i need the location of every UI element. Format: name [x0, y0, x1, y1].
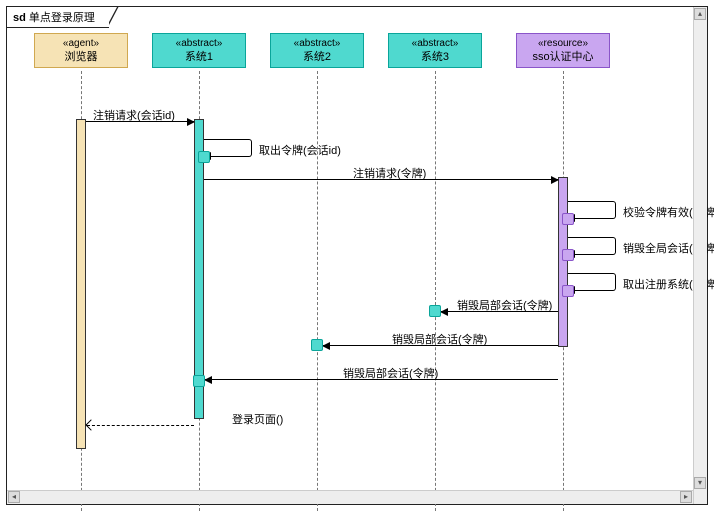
message-label-m1: 注销请求(会话id) — [91, 107, 177, 123]
diagram-stage: «agent»浏览器«abstract»系统1«abstract»系统2«abs… — [7, 29, 707, 504]
self-message-m4 — [568, 201, 616, 219]
sequence-frame: sd 单点登录原理 «agent»浏览器«abstract»系统1«abstra… — [6, 6, 708, 505]
lifeline-head-sys1: «abstract»系统1 — [152, 33, 246, 68]
stereotype: «abstract» — [391, 37, 479, 50]
scroll-left-icon[interactable]: ◂ — [8, 491, 20, 503]
lifeline-name: 系统3 — [391, 50, 479, 64]
message-label-m3: 注销请求(令牌) — [351, 165, 428, 181]
lifeline-head-sys2: «abstract»系统2 — [270, 33, 364, 68]
lifeline-name: 系统2 — [273, 50, 361, 64]
stereotype: «abstract» — [155, 37, 243, 50]
scroll-down-icon[interactable]: ▾ — [694, 477, 706, 489]
message-label-m9: 销毁局部会话(令牌) — [341, 365, 440, 381]
activation-sys1 — [194, 119, 204, 419]
lifeline-name: sso认证中心 — [519, 50, 607, 64]
message-label-m2: 取出令牌(会话id) — [257, 142, 343, 158]
frame-title: 单点登录原理 — [29, 12, 95, 24]
scroll-right-icon[interactable]: ▸ — [680, 491, 692, 503]
exec-spec-m2 — [198, 151, 210, 163]
lifeline-head-sso: «resource»sso认证中心 — [516, 33, 610, 68]
lifeline-head-browser: «agent»浏览器 — [34, 33, 128, 68]
activation-sso — [558, 177, 568, 347]
lifeline-sys2 — [317, 71, 318, 511]
exec-spec-m8 — [311, 339, 323, 351]
activation-browser — [76, 119, 86, 449]
lifeline-head-sys3: «abstract»系统3 — [388, 33, 482, 68]
scrollbar-vertical[interactable]: ▴ ▾ — [693, 7, 707, 504]
frame-tab: sd 单点登录原理 — [6, 6, 109, 28]
message-label-m8: 销毁局部会话(令牌) — [390, 331, 489, 347]
lifeline-name: 浏览器 — [37, 50, 125, 64]
message-label-m10: 登录页面() — [230, 411, 285, 427]
self-message-m6 — [568, 273, 616, 291]
self-message-m2 — [204, 139, 252, 157]
scroll-up-icon[interactable]: ▴ — [694, 8, 706, 20]
stereotype: «abstract» — [273, 37, 361, 50]
frame-prefix: sd — [13, 12, 26, 24]
exec-spec-m4 — [562, 213, 574, 225]
stereotype: «resource» — [519, 37, 607, 50]
lifeline-sys3 — [435, 71, 436, 511]
exec-spec-m5 — [562, 249, 574, 261]
exec-spec-m7 — [429, 305, 441, 317]
stereotype: «agent» — [37, 37, 125, 50]
lifeline-name: 系统1 — [155, 50, 243, 64]
scrollbar-horizontal[interactable]: ◂ ▸ — [7, 490, 693, 504]
message-m10 — [87, 425, 194, 426]
exec-spec-m9 — [193, 375, 205, 387]
exec-spec-m6 — [562, 285, 574, 297]
message-label-m7: 销毁局部会话(令牌) — [455, 297, 554, 313]
self-message-m5 — [568, 237, 616, 255]
